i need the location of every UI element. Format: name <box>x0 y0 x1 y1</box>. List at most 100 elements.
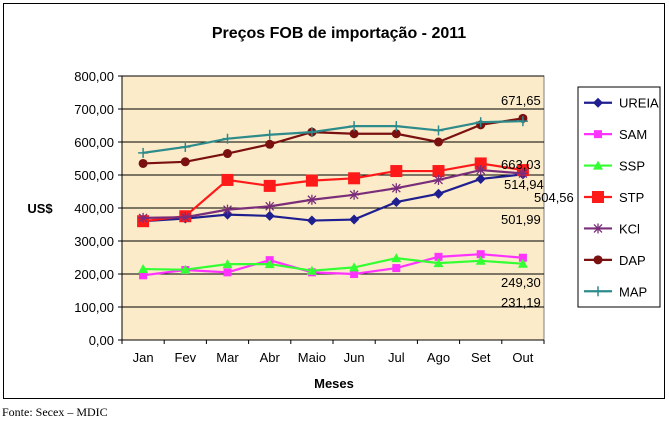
series-line-kcl <box>143 168 523 219</box>
legend-label-map: MAP <box>619 284 647 299</box>
data-point-ssp <box>306 265 317 275</box>
data-point-map <box>391 121 402 132</box>
data-point-sam <box>350 270 359 278</box>
data-point-kcl <box>391 183 402 194</box>
series-line-dap <box>143 117 524 165</box>
data-point-sam <box>476 250 485 259</box>
y-tick-label: 500,00 <box>74 168 114 183</box>
data-label: 514,94 <box>504 177 544 192</box>
data-label: 671,65 <box>501 93 541 108</box>
legend-marker-ssp <box>593 160 603 170</box>
data-point-sam <box>139 271 148 280</box>
data-point-sam <box>518 253 527 262</box>
y-tick-label: 200,00 <box>74 267 114 282</box>
data-point-ureia <box>264 210 275 221</box>
data-point-ssp <box>349 262 360 272</box>
legend: UREIA SAM SSP STP KCl DAP MAP <box>577 86 661 308</box>
legend-marker-kcl <box>593 223 603 234</box>
data-point-ureia <box>349 214 360 225</box>
series-line-ureia <box>143 173 524 223</box>
data-label: 663,03 <box>501 157 541 172</box>
data-point-stp <box>390 165 403 178</box>
data-point-dap <box>349 129 359 139</box>
y-tick-label: 800,00 <box>74 69 114 84</box>
x-tick-label: Jun <box>344 350 365 365</box>
data-point-sam <box>223 268 232 277</box>
x-tick-label: Jan <box>133 350 154 365</box>
data-label: 501,99 <box>501 212 541 227</box>
legend-marker-sam <box>594 130 602 139</box>
data-point-map <box>517 116 528 127</box>
data-point-stp <box>432 165 445 178</box>
data-point-kcl <box>475 165 486 176</box>
data-point-kcl <box>138 212 149 223</box>
legend-label-sam: SAM <box>619 127 647 142</box>
x-tick-label: Set <box>471 350 491 365</box>
y-tick-label: 0,00 <box>89 333 114 348</box>
data-point-stp <box>348 172 361 185</box>
data-point-dap <box>223 149 232 159</box>
data-point-stp <box>305 174 318 187</box>
y-tick-label: 300,00 <box>74 234 114 249</box>
data-point-map <box>222 133 233 144</box>
y-tick-label: 600,00 <box>74 135 114 150</box>
data-point-map <box>349 121 360 132</box>
legend-marker-ureia <box>593 97 603 108</box>
legend-marker-dap <box>593 255 603 265</box>
data-point-sam <box>434 252 443 261</box>
data-point-ssp <box>517 258 528 268</box>
x-tick-label: Maio <box>298 350 326 365</box>
data-point-map <box>433 125 444 136</box>
data-point-ssp <box>391 253 402 263</box>
legend-label-ureia: UREIA <box>619 96 659 111</box>
data-point-ureia <box>391 197 402 208</box>
y-axis-label: US$ <box>27 201 53 216</box>
x-tick-label: Fev <box>174 350 196 365</box>
data-point-dap <box>434 137 443 147</box>
data-point-map <box>138 147 149 158</box>
data-point-dap <box>265 139 275 149</box>
data-point-map <box>180 141 191 152</box>
data-label: 504,56 <box>534 190 574 205</box>
source-note: Fonte: Secex – MDIC <box>2 405 108 419</box>
data-point-kcl <box>264 201 275 212</box>
legend-label-stp: STP <box>619 190 644 205</box>
y-tick-label: 400,00 <box>74 201 114 216</box>
data-point-ssp <box>264 259 275 269</box>
data-point-kcl <box>180 212 191 223</box>
data-point-kcl <box>517 168 528 179</box>
x-tick-label: Mar <box>216 350 239 365</box>
data-point-kcl <box>306 194 317 205</box>
plot-area: 0,00 100,00 200,00 300,00 400,00 500,00 600,00… <box>74 69 574 365</box>
data-point-ureia <box>306 215 317 226</box>
data-point-ureia <box>433 188 444 199</box>
data-point-kcl <box>222 204 233 215</box>
y-tick-label: 700,00 <box>74 102 114 117</box>
legend-label-dap: DAP <box>619 253 646 268</box>
data-point-map <box>475 117 486 128</box>
data-point-map <box>306 127 317 138</box>
legend-label-kcl: KCl <box>619 221 640 236</box>
legend-marker-stp <box>592 191 604 203</box>
data-point-ssp <box>433 258 444 268</box>
data-point-dap <box>180 157 190 167</box>
data-point-dap <box>138 158 148 168</box>
x-axis-label: Meses <box>314 376 354 391</box>
legend-marker-map <box>593 286 603 297</box>
data-point-map <box>264 129 275 140</box>
series-line-stp <box>142 162 524 223</box>
chart-frame: Preços FOB de importação - 2011 US$ Mese… <box>3 3 665 399</box>
data-point-ureia <box>475 173 486 184</box>
data-point-dap <box>391 129 401 139</box>
data-point-sam <box>392 264 401 273</box>
y-tick-label: 100,00 <box>74 300 114 315</box>
line-chart: Preços FOB de importação - 2011 US$ Mese… <box>27 25 661 391</box>
legend-label-ssp: SSP <box>619 159 645 174</box>
chart-title: Preços FOB de importação - 2011 <box>212 25 466 42</box>
data-point-kcl <box>349 189 360 200</box>
data-point-kcl <box>433 174 444 185</box>
x-tick-label: Out <box>512 350 533 365</box>
x-tick-label: Ago <box>427 350 450 365</box>
series-line-ssp <box>143 257 523 272</box>
data-label: 249,30 <box>501 275 541 290</box>
